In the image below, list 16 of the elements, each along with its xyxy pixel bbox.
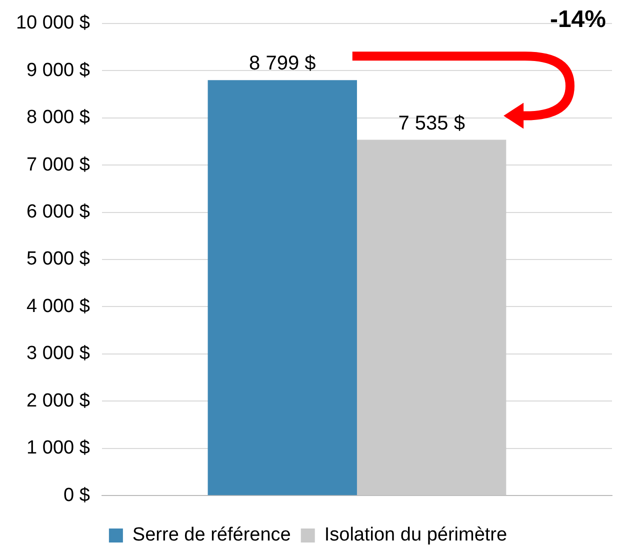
annotation: -14% [550, 6, 606, 34]
y-tick-label: 8 000 $ [26, 107, 90, 128]
y-tick-label: 4 000 $ [26, 296, 90, 317]
data-label: 7 535 $ [398, 112, 465, 134]
y-tick-label: 6 000 $ [26, 202, 90, 223]
y-tick-label: 3 000 $ [26, 343, 90, 364]
y-tick-label: 1 000 $ [26, 438, 90, 459]
y-tick-label: 0 $ [64, 484, 90, 506]
legend-label: Isolation du périmètre [324, 524, 508, 546]
data-label: 8 799 $ [249, 52, 316, 75]
y-tick-label: 2 000 $ [26, 390, 90, 412]
legend-label: Serre de référence [132, 524, 291, 546]
y-tick-label: 10 000 $ [16, 12, 90, 34]
y-tick-label: 5 000 $ [26, 248, 90, 270]
y-tick-label: 9 000 $ [26, 60, 90, 81]
y-tick-label: 7 000 $ [26, 154, 90, 176]
